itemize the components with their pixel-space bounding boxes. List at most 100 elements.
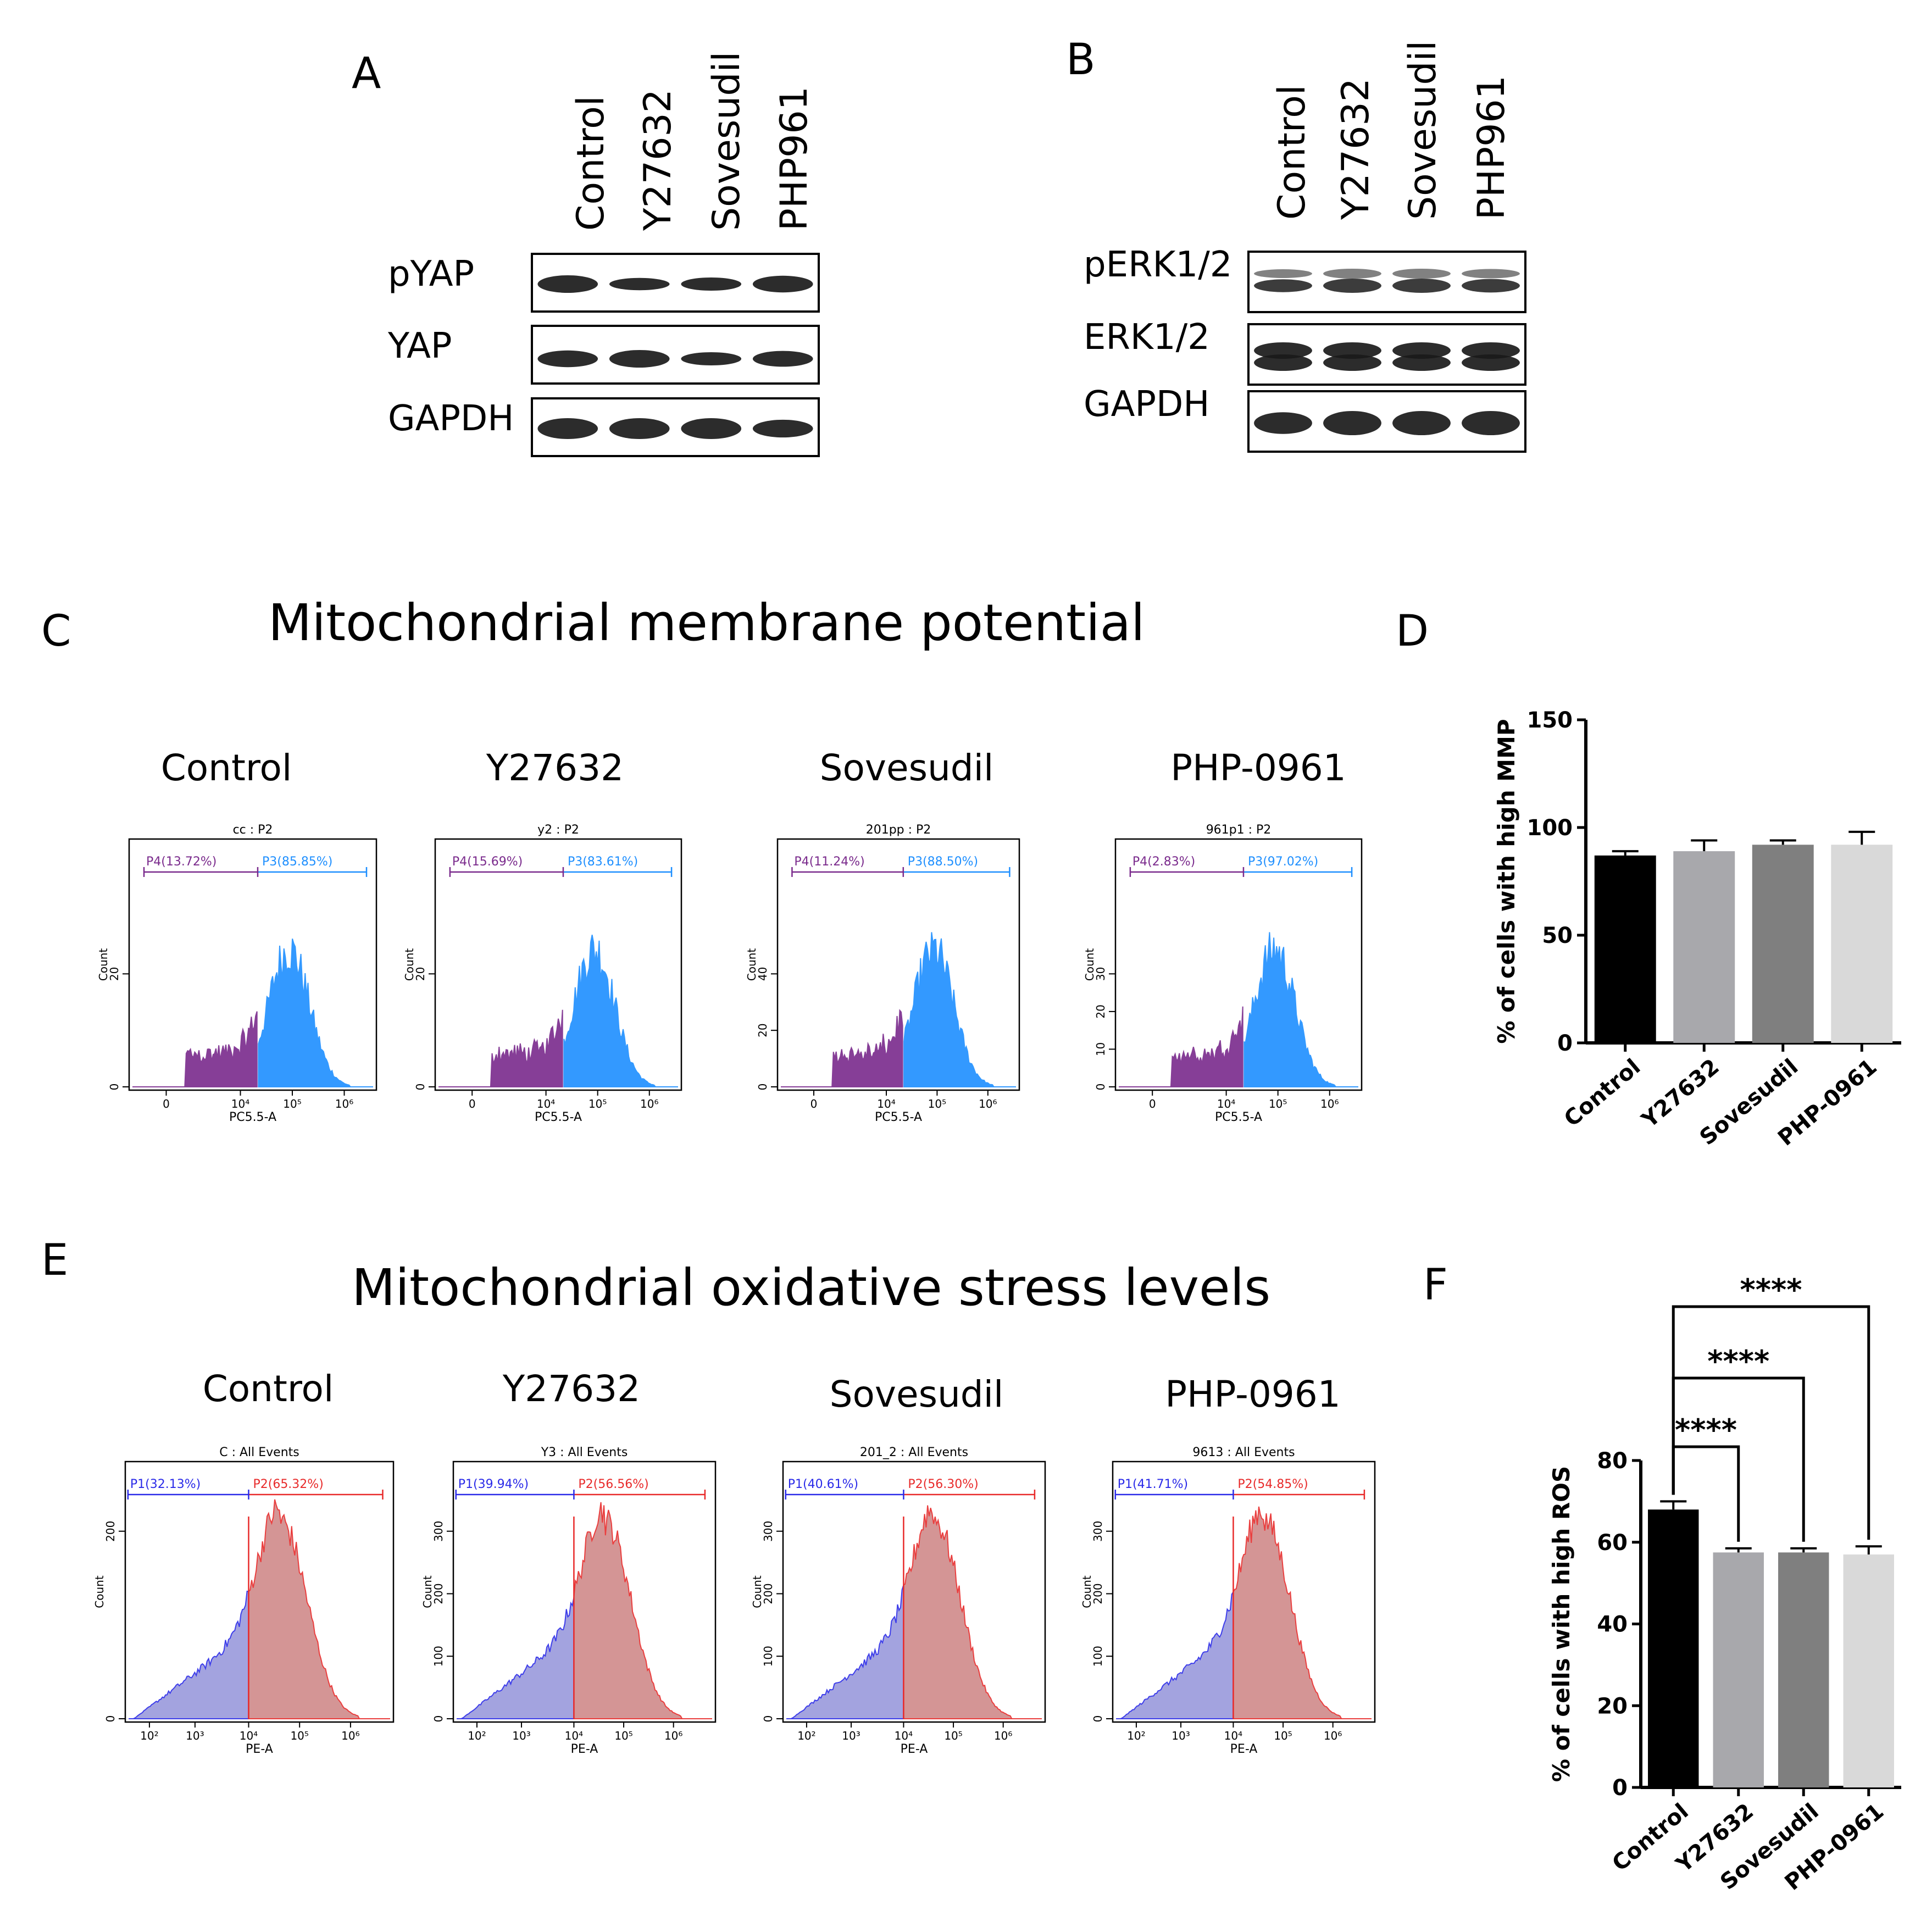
bar-sovesudil <box>1752 845 1814 1043</box>
blot-band <box>537 275 598 293</box>
blot-band <box>609 277 670 291</box>
blot-band <box>1392 411 1451 435</box>
plot-title: cc : P2 <box>233 823 273 837</box>
histogram-low <box>781 1009 903 1087</box>
histogram-low <box>1116 1590 1234 1719</box>
lane-label: Y27632 <box>1334 78 1378 220</box>
y-tick-label: 150 <box>1527 708 1573 733</box>
x-tick-label: 10⁴ <box>565 1729 583 1742</box>
x-tick-label: 0 <box>810 1097 818 1110</box>
histogram-high <box>563 935 678 1087</box>
blot-band <box>609 418 670 439</box>
x-tick-label: 10³ <box>512 1729 530 1742</box>
condition-label: Sovesudil <box>820 747 994 789</box>
histogram-high <box>248 1499 390 1719</box>
x-axis-label: PC5.5-A <box>875 1110 922 1124</box>
bar-php-0961 <box>1831 845 1893 1043</box>
flow-histogram-C-0: Control cc : P2 P4(13.72%) P3(85.85%) 0 20Cou… <box>97 747 377 1124</box>
x-tick-label: 10⁴ <box>1217 1097 1235 1110</box>
blot-band <box>1462 279 1520 293</box>
gate-label-right: P2(65.32%) <box>253 1478 323 1491</box>
x-tick-label: 10⁶ <box>664 1729 682 1742</box>
blot-band <box>1323 279 1381 293</box>
x-axis-label: PC5.5-A <box>1215 1110 1262 1124</box>
y-tick-label: 0 <box>762 1715 775 1723</box>
x-tick-label: Control <box>1559 1054 1645 1132</box>
lane-label: Control <box>569 96 613 231</box>
blot-band <box>609 350 670 368</box>
blot-band <box>537 350 598 368</box>
histogram-high <box>903 932 1016 1087</box>
flow-histogram-E-0: Control C : All Events P1(32.13%) P2(65.32%… <box>93 1368 395 1756</box>
significance-label: **** <box>1740 1273 1802 1307</box>
gate-label-right: P2(56.56%) <box>578 1478 648 1491</box>
x-tick-label: 10³ <box>1172 1729 1190 1742</box>
x-axis-label: PE-A <box>1230 1742 1258 1756</box>
y-tick-label: 20 <box>1094 1004 1107 1018</box>
bar-control <box>1648 1509 1699 1787</box>
blot-band <box>1254 342 1312 359</box>
plot-title: C : All Events <box>219 1446 299 1459</box>
x-axis-label: PE-A <box>901 1742 928 1756</box>
gate-label-right: P3(97.02%) <box>1248 855 1318 869</box>
blot-band <box>1392 354 1451 371</box>
panel-letter-B: B <box>1066 35 1096 85</box>
blot-row-label: ERK1/2 <box>1084 317 1210 358</box>
y-tick-label: 0 <box>1094 1084 1107 1091</box>
y-tick-label: 200 <box>432 1583 445 1604</box>
blot-band <box>1392 342 1451 359</box>
lane-label: Control <box>1270 85 1314 220</box>
histogram-high <box>258 938 373 1087</box>
x-tick-label: 10⁵ <box>283 1097 301 1110</box>
y-tick-label: 0 <box>1557 1031 1573 1056</box>
y-tick-label: 60 <box>1597 1530 1628 1556</box>
y-tick-label: 20 <box>108 967 121 981</box>
condition-label: Control <box>161 747 292 789</box>
x-tick-label: 10³ <box>186 1729 204 1742</box>
x-tick-label: 10² <box>468 1729 486 1742</box>
flow-histogram-E-2: Sovesudil 201_2 : All Events P1(40.61%) P2(… <box>751 1373 1046 1756</box>
blot-row-label: pERK1/2 <box>1084 245 1233 285</box>
bar-control <box>1594 855 1656 1043</box>
y-tick-label: 20 <box>1597 1693 1628 1719</box>
x-tick-label: 10⁶ <box>1324 1729 1342 1742</box>
blot-band <box>1462 269 1520 279</box>
condition-label: Y27632 <box>502 1368 640 1410</box>
y-tick-label: 200 <box>762 1583 775 1604</box>
y-tick-label: 100 <box>1091 1646 1104 1667</box>
plot-title: y2 : P2 <box>537 823 579 837</box>
histogram-high <box>1243 932 1358 1087</box>
x-tick-label: 10⁶ <box>979 1097 997 1110</box>
panel-title-C: Mitochondrial membrane potential <box>268 593 1145 652</box>
x-tick-label: 10⁴ <box>895 1729 913 1742</box>
y-tick-label: 100 <box>1527 815 1573 841</box>
panel-letter-E: E <box>41 1236 68 1285</box>
panel-letter-C: C <box>41 607 71 656</box>
y-tick-label: 300 <box>432 1521 445 1542</box>
y-tick-label: 30 <box>1094 967 1107 981</box>
bar-chart-D: 0 50 100 150 % of cells with high MMP Control… <box>1493 708 1901 1151</box>
x-tick-label: 10² <box>140 1729 158 1742</box>
blot-band <box>1323 411 1381 435</box>
flow-histogram-C-1: Y27632 y2 : P2 P4(15.69%) P3(83.61%) 0 20Coun… <box>403 747 682 1124</box>
x-tick-label: 10⁶ <box>640 1097 658 1110</box>
x-tick-label: 0 <box>163 1097 170 1110</box>
significance-label: **** <box>1707 1344 1769 1379</box>
bar-y27632 <box>1713 1552 1764 1787</box>
condition-label: Sovesudil <box>830 1373 1004 1415</box>
x-tick-label: 0 <box>1149 1097 1156 1110</box>
y-tick-label: 100 <box>762 1646 775 1667</box>
x-tick-label: 10² <box>1127 1729 1145 1742</box>
x-tick-label: 10⁴ <box>1224 1729 1242 1742</box>
significance-bracket <box>1672 1305 1870 1540</box>
y-tick-label: 20 <box>414 967 427 981</box>
blot-band <box>681 352 742 365</box>
x-tick-label: 10⁴ <box>240 1729 258 1742</box>
histogram-low <box>438 1009 563 1087</box>
blot-band <box>1462 342 1520 359</box>
y-axis-label: Count <box>751 1575 764 1608</box>
blot-row-label: pYAP <box>388 254 474 295</box>
y-tick-label: 80 <box>1597 1448 1628 1474</box>
histogram-low <box>129 1590 249 1719</box>
gate-label-left: P4(15.69%) <box>452 855 523 869</box>
